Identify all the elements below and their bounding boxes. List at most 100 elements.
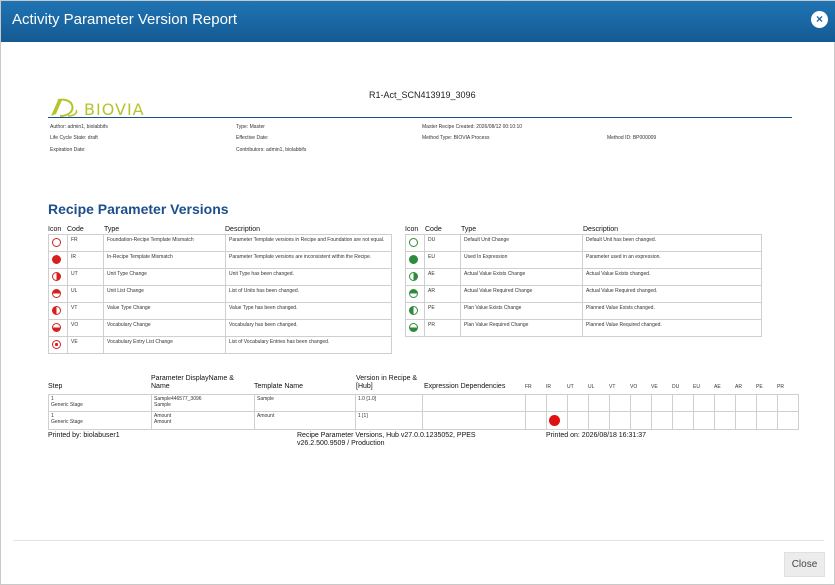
legend-description: Planned Value Exists changed. bbox=[582, 302, 762, 320]
flag-cell-pr bbox=[777, 411, 799, 430]
col-template-header: Template Name bbox=[254, 383, 304, 390]
legend-icon-cell bbox=[405, 285, 425, 303]
legend-description: Vocabulary has been changed. bbox=[225, 319, 392, 337]
legend-description-header: Description bbox=[225, 226, 261, 233]
code-header-ve: VE bbox=[651, 384, 658, 390]
meta-type: Type: Master bbox=[236, 124, 265, 130]
legend-description: Actual Value Exists changed. bbox=[582, 268, 762, 286]
legend-row: FR Foundation-Recipe Template Mismatch Par… bbox=[48, 234, 392, 252]
legend-icon-cell bbox=[405, 234, 425, 252]
code-header-fr: FR bbox=[525, 384, 532, 390]
flag-cell-du bbox=[672, 394, 694, 412]
legend-icon-cell bbox=[405, 319, 425, 337]
legend-description-header: Description bbox=[583, 226, 619, 233]
meta-author: Author: admin1, biolabbifs bbox=[50, 124, 108, 130]
legend-code: VO bbox=[67, 319, 104, 337]
flag-cell-ul bbox=[588, 394, 610, 412]
legend-type: Actual Value Required Change bbox=[460, 285, 583, 303]
legend-table-left: FR Foundation-Recipe Template Mismatch Par… bbox=[48, 234, 392, 354]
code-header-pe: PE bbox=[756, 384, 763, 390]
legend-icon-cell bbox=[48, 336, 68, 354]
legend-row: UL Unit List Change List of Units has been… bbox=[48, 285, 392, 303]
legend-icon-header: Icon bbox=[405, 226, 419, 233]
expr-cell bbox=[422, 411, 526, 430]
close-button[interactable]: Close bbox=[784, 552, 825, 577]
legend-description: Parameter Template versions are inconsis… bbox=[225, 251, 392, 269]
code-header-eu: EU bbox=[693, 384, 700, 390]
section-title: Recipe Parameter Versions bbox=[48, 201, 229, 217]
red-half-bottom-icon bbox=[52, 323, 61, 332]
legend-row: VT Value Type Change Value Type has been c… bbox=[48, 302, 392, 320]
legend-type: Default Unit Change bbox=[460, 234, 583, 252]
version-cell: 1 [1] bbox=[355, 411, 423, 430]
red-target-icon bbox=[52, 340, 61, 349]
legend-row: DU Default Unit Change Default Unit has be… bbox=[405, 234, 762, 252]
flag-cell-ae bbox=[714, 394, 736, 412]
footer-version-line1: Recipe Parameter Versions, Hub v27.0.0.1… bbox=[297, 432, 476, 439]
legend-icon-cell bbox=[48, 268, 68, 286]
meta-method-type: Method Type: BIOVIA Process bbox=[422, 135, 490, 141]
template-cell: Amount bbox=[254, 411, 356, 430]
green-filled-icon bbox=[409, 255, 418, 264]
flag-cell-fr bbox=[525, 394, 547, 412]
legend-icon-cell bbox=[48, 251, 68, 269]
flag-cell-ut bbox=[567, 411, 589, 430]
meta-contributors: Contributors: admin1, biolabbifs bbox=[236, 147, 307, 153]
legend-icon-cell bbox=[405, 251, 425, 269]
legend-type: Unit List Change bbox=[103, 285, 226, 303]
legend-row: AR Actual Value Required Change Actual Val… bbox=[405, 285, 762, 303]
flag-cell-pr bbox=[777, 394, 799, 412]
step-cell: 1 Generic Stage bbox=[48, 394, 152, 412]
red-filled-icon bbox=[52, 255, 61, 264]
flag-cell-vo bbox=[630, 411, 652, 430]
table-row: 1 Generic Stage Sample446577_3096 Sample Sam… bbox=[48, 394, 799, 412]
close-icon[interactable]: × bbox=[811, 11, 828, 28]
red-half-top-icon bbox=[52, 289, 61, 298]
col-version-header: Version in Recipe & [Hub] bbox=[356, 375, 418, 390]
legend-code: AE bbox=[424, 268, 461, 286]
legend-row: EU Used In Expression Parameter used in an… bbox=[405, 251, 762, 269]
legend-table-right: DU Default Unit Change Default Unit has be… bbox=[405, 234, 762, 337]
legend-row: PR Plan Value Required Change Planned Valu… bbox=[405, 319, 762, 337]
flag-cell-du bbox=[672, 411, 694, 430]
code-header-ae: AE bbox=[714, 384, 721, 390]
flag-cell-vt bbox=[609, 394, 631, 412]
meta-lifecycle: Life Cycle State: draft bbox=[50, 135, 98, 141]
legend-type-header: Type bbox=[104, 226, 120, 233]
flag-cell-ul bbox=[588, 411, 610, 430]
code-header-ut: UT bbox=[567, 384, 574, 390]
flag-cell-ir bbox=[546, 394, 568, 412]
legend-code: VE bbox=[67, 336, 104, 354]
legend-type: Vocabulary Change bbox=[103, 319, 226, 337]
flag-cell-ut bbox=[567, 394, 589, 412]
legend-description: Unit Type has been changed. bbox=[225, 268, 392, 286]
legend-code: UT bbox=[67, 268, 104, 286]
legend-row: UT Unit Type Change Unit Type has been cha… bbox=[48, 268, 392, 286]
legend-row: IR In-Recipe Template Mismatch Parameter T… bbox=[48, 251, 392, 269]
ds-logo-icon bbox=[51, 98, 78, 117]
legend-description: List of Vocabulary Entries has been chan… bbox=[225, 336, 392, 354]
legend-code: AR bbox=[424, 285, 461, 303]
dialog-titlebar: Activity Parameter Version Report × bbox=[1, 1, 835, 42]
legend-code: IR bbox=[67, 251, 104, 269]
green-ring-icon bbox=[409, 238, 418, 247]
footer-version-line2: v26.2.500.9509 / Production bbox=[297, 440, 385, 447]
code-header-ar: AR bbox=[735, 384, 742, 390]
legend-type: Unit Type Change bbox=[103, 268, 226, 286]
report-title: R1-Act_SCN413919_3096 bbox=[369, 90, 476, 100]
legend-code: PR bbox=[424, 319, 461, 337]
flag-cell-fr bbox=[525, 411, 547, 430]
green-half-right-icon bbox=[409, 272, 418, 281]
code-header-vt: VT bbox=[609, 384, 616, 390]
green-half-top-icon bbox=[409, 289, 418, 298]
flag-cell-pe bbox=[756, 411, 778, 430]
legend-code: FR bbox=[67, 234, 104, 252]
legend-description: Parameter used in an expression. bbox=[582, 251, 762, 269]
col-step-header: Step bbox=[48, 383, 63, 390]
meta-expiration: Expiration Date: bbox=[50, 147, 86, 153]
header-divider bbox=[48, 117, 792, 118]
legend-row: PE Plan Value Exists Change Planned Value … bbox=[405, 302, 762, 320]
legend-code: PE bbox=[424, 302, 461, 320]
flag-cell-ir bbox=[546, 411, 568, 430]
